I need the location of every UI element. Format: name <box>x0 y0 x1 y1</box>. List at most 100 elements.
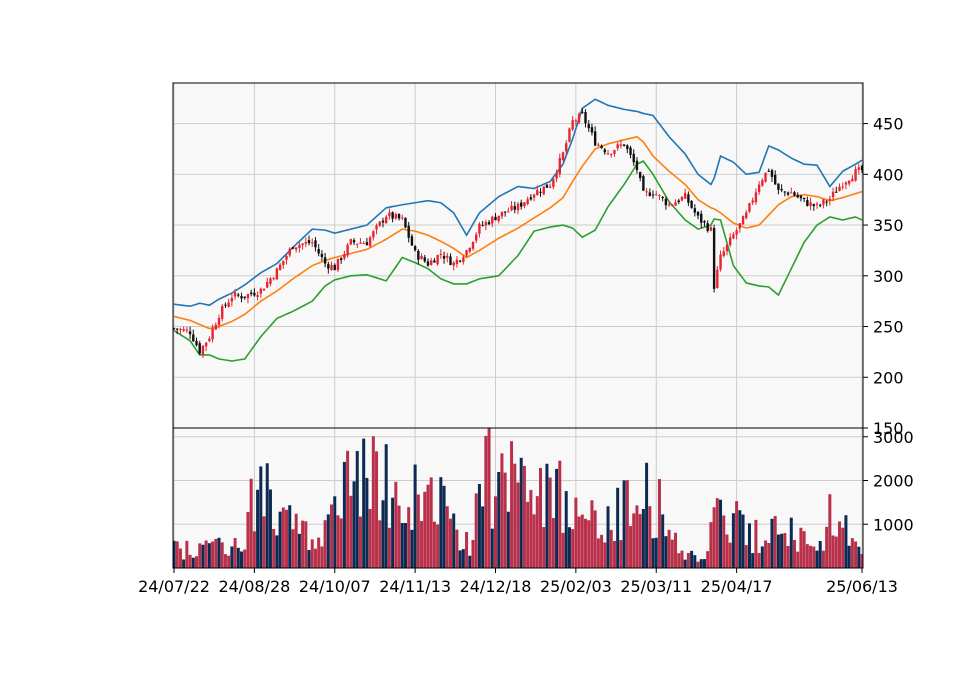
candle-body <box>404 217 407 228</box>
candle-body <box>674 202 677 206</box>
volume-bar <box>493 496 497 568</box>
volume-bar <box>657 479 661 568</box>
volume-bar <box>821 550 825 568</box>
volume-bar <box>182 559 186 568</box>
volume-bar <box>667 529 671 568</box>
volume-bar <box>445 506 449 568</box>
volume-bar <box>358 516 362 568</box>
volume-bar <box>188 554 192 568</box>
candle-body <box>854 169 857 181</box>
volume-tick-label: 2000 <box>873 472 914 491</box>
volume-bar <box>191 557 195 568</box>
volume-bar <box>677 553 681 568</box>
candle-body <box>323 257 327 264</box>
volume-bar <box>458 550 462 568</box>
candle-body <box>259 288 263 294</box>
candle-body <box>475 234 478 241</box>
candle-body <box>786 192 790 195</box>
candle-body <box>201 345 205 355</box>
candle-body <box>497 215 500 222</box>
volume-bar <box>812 546 816 568</box>
candle-body <box>423 257 426 262</box>
volume-bar <box>195 556 199 568</box>
volume-bar <box>268 489 272 568</box>
candle-body <box>819 204 822 206</box>
candle-body <box>397 213 401 219</box>
volume-bar <box>291 529 295 568</box>
candle-body <box>217 318 221 326</box>
volume-bar <box>741 514 745 568</box>
candle-body <box>391 212 394 219</box>
candle-body <box>648 192 652 196</box>
volume-bar <box>802 531 806 568</box>
candle-body <box>317 248 320 254</box>
candle-body <box>558 157 561 174</box>
candle-body <box>680 196 684 201</box>
volume-bar <box>220 542 224 568</box>
volume-bar <box>519 457 523 568</box>
candle-body <box>548 186 552 188</box>
candle-body <box>198 343 201 354</box>
volume-bar <box>780 533 784 568</box>
volume-bar <box>664 536 668 568</box>
candle-body <box>638 172 642 179</box>
volume-bar <box>641 508 645 568</box>
volume-bar <box>204 540 208 568</box>
candle-body <box>613 150 616 154</box>
volume-bar <box>323 520 327 568</box>
volume-bar <box>612 540 616 568</box>
volume-bar <box>313 548 317 568</box>
candle-body <box>764 172 767 182</box>
candle-body <box>841 186 844 188</box>
candle-body <box>272 278 275 280</box>
candle-body <box>529 197 533 200</box>
volume-bar <box>490 528 494 568</box>
volume-bar <box>294 513 298 568</box>
volume-bar <box>217 537 221 568</box>
volume-bar <box>403 523 407 568</box>
candle-body <box>368 237 372 247</box>
volume-bar <box>259 466 263 568</box>
candle-body <box>677 200 680 203</box>
volume-bar <box>796 551 800 568</box>
volume-bar <box>792 540 796 568</box>
candle-body <box>513 206 516 210</box>
volume-bar <box>516 482 520 568</box>
volume-bar <box>776 534 780 568</box>
volume-bar <box>834 536 838 568</box>
volume-bar <box>731 513 735 568</box>
candle-body <box>780 188 783 191</box>
volume-bar <box>503 472 507 568</box>
candle-body <box>722 251 725 256</box>
candle-body <box>320 253 324 258</box>
volume-bar <box>307 549 311 568</box>
volume-bar <box>214 538 218 568</box>
candle-body <box>571 120 574 130</box>
candle-body <box>667 204 671 206</box>
volume-bar <box>539 467 543 568</box>
candle-body <box>542 186 545 195</box>
volume-bar <box>542 527 546 568</box>
volume-bar <box>696 561 700 568</box>
candle-body <box>339 258 343 261</box>
candle-body <box>494 216 497 221</box>
volume-bar <box>735 501 739 568</box>
candle-body <box>365 242 369 246</box>
volume-bar <box>825 526 829 568</box>
candle-body <box>384 216 388 224</box>
volume-bar <box>468 555 472 568</box>
candle-body <box>520 202 523 207</box>
candle-body <box>436 255 439 265</box>
volume-bar <box>381 500 385 568</box>
volume-bar <box>317 537 321 568</box>
candle-body <box>822 199 825 205</box>
candle-body <box>253 292 256 296</box>
volume-bar <box>297 533 301 568</box>
candle-body <box>307 240 311 244</box>
volume-bar <box>744 545 748 568</box>
date-tick-label: 24/08/28 <box>218 577 290 596</box>
volume-bar <box>844 515 848 568</box>
candle-body <box>179 329 182 331</box>
volume-bar <box>378 520 382 568</box>
candle-body <box>420 255 423 260</box>
